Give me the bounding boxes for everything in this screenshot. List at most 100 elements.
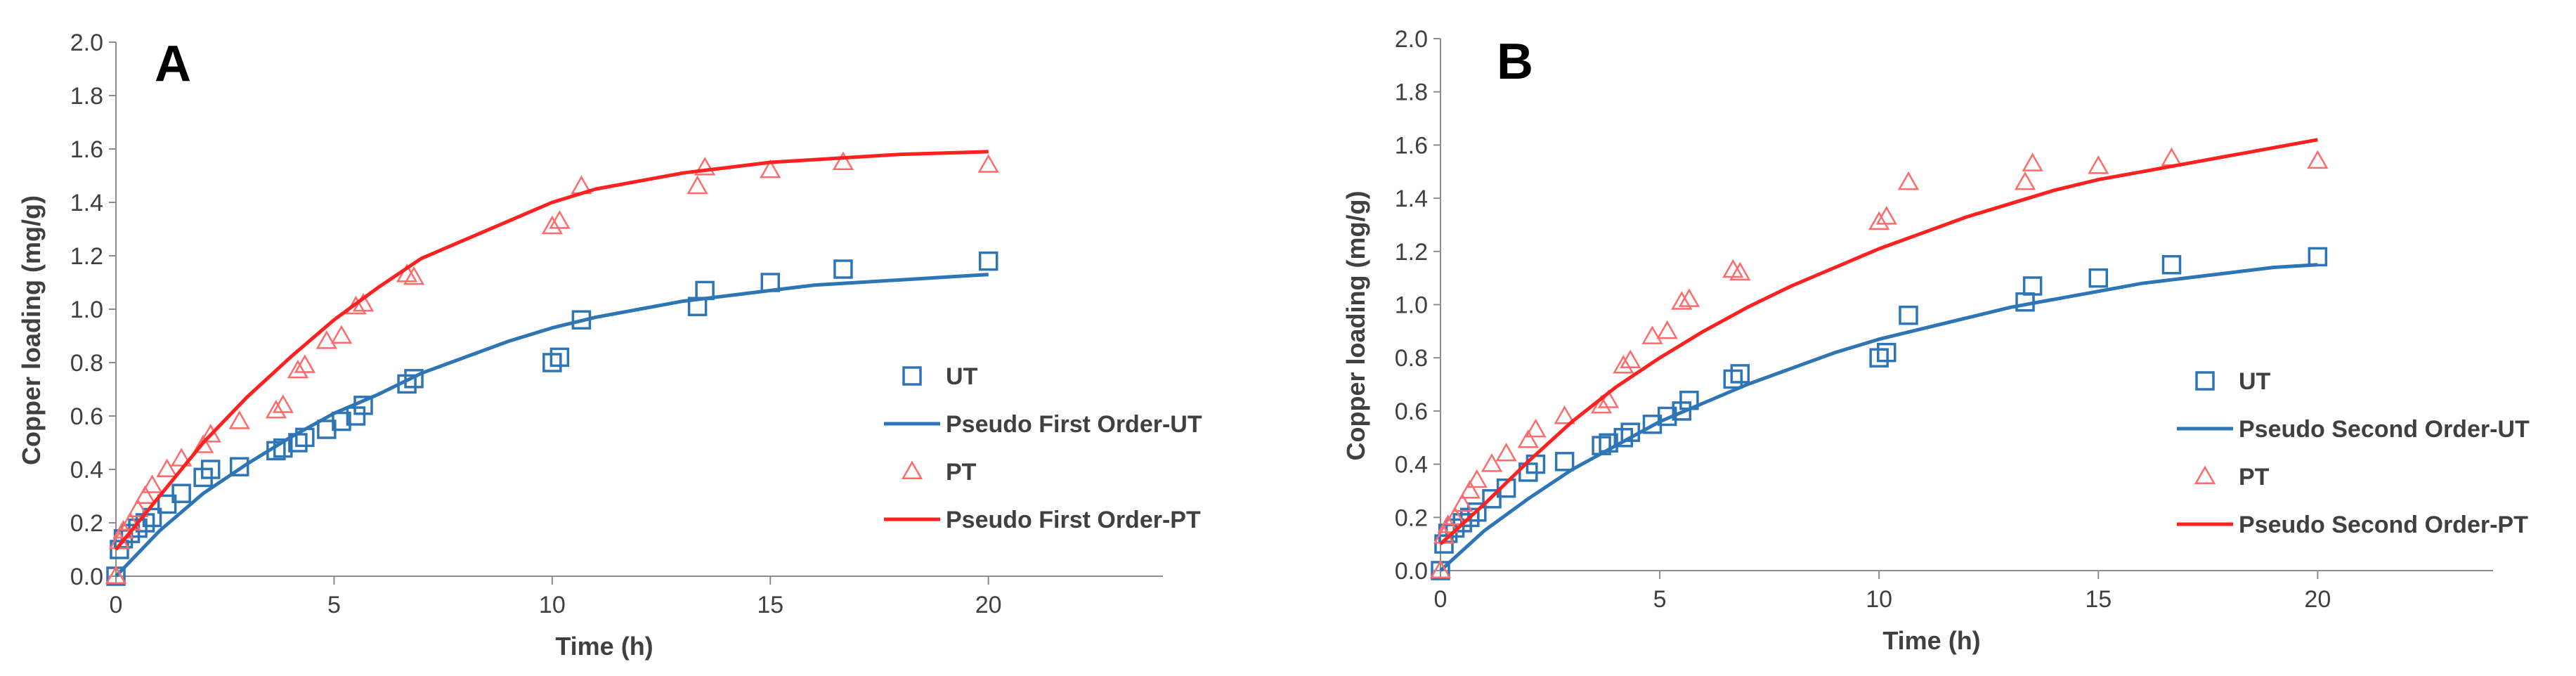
panel-a-series-pt-point bbox=[272, 394, 294, 413]
panel-b-series-pt-point bbox=[1525, 418, 1547, 438]
panel-a-series-pt-point bbox=[760, 159, 781, 178]
panel-b-series-pt-point bbox=[1641, 325, 1663, 344]
panel-b-y-tick-label: 0.0 bbox=[1395, 558, 1428, 585]
panel-a-series-ut-point bbox=[549, 347, 570, 368]
panel-a-y-tick-label: 0.4 bbox=[70, 457, 103, 483]
panel-a-legend-entry-marker-swatch bbox=[901, 460, 923, 479]
panel-a-series-pt-point bbox=[294, 354, 316, 373]
panel-a-x-tick-label: 20 bbox=[975, 592, 1002, 618]
panel-b-series-ut-point bbox=[2161, 254, 2182, 275]
panel-b-legend-entry-label: Pseudo Second Order-UT bbox=[2239, 416, 2530, 443]
panel-b-y-tick-label: 1.0 bbox=[1395, 292, 1428, 319]
panel-b-series-pt-point bbox=[1429, 559, 1452, 578]
panel-a-series-pt-point bbox=[200, 424, 221, 443]
panel-a-series-ut-point bbox=[200, 460, 221, 479]
panel-b-y-tick-label: 1.6 bbox=[1395, 132, 1428, 159]
panel-b-series-ut-point bbox=[1877, 342, 1897, 363]
panel-b-series-pt-point bbox=[1590, 394, 1613, 414]
panel-a-series-pt-point bbox=[156, 458, 178, 477]
panel-b-series-pt-point bbox=[2307, 150, 2329, 169]
panel-a-y-tick-label: 1.8 bbox=[70, 83, 103, 110]
panel-b-series-pt-point bbox=[1613, 355, 1634, 374]
panel-a-series-pt-point bbox=[134, 485, 156, 504]
panel-a-series-pt-point bbox=[316, 330, 338, 349]
panel-b-series-pt-point bbox=[1597, 389, 1620, 408]
panel-a-legend-entry-label: PT bbox=[946, 459, 977, 486]
panel-b-y-tick-label: 1.8 bbox=[1395, 79, 1428, 106]
panel-b-series-ut-point bbox=[2022, 276, 2043, 296]
panel-b-series-ut-point bbox=[2088, 268, 2108, 288]
panel-a-series-ut-point bbox=[332, 411, 351, 431]
panel-b-series-pt-point bbox=[2022, 152, 2043, 171]
panel-b-legend-entry-marker-swatch bbox=[2194, 465, 2216, 484]
panel-a-legend-entry-label: Pseudo First Order-UT bbox=[946, 411, 1202, 438]
panel-b-y-tick-label: 0.6 bbox=[1395, 398, 1428, 425]
panel-b-series-ut-point bbox=[1434, 534, 1454, 554]
panel-b-series-pt-point bbox=[1466, 469, 1488, 488]
panel-a-series-pt-point bbox=[687, 175, 708, 195]
panel-b-legend-entry-label: Pseudo Second Order-PT bbox=[2239, 512, 2528, 538]
panel-a-y-tick-label: 1.4 bbox=[70, 190, 103, 216]
panel-b-x-tick-label: 10 bbox=[1866, 586, 1892, 613]
chart-panel-a: 0.0 0.2 0.4 0.6 0.8 1.0 1.2 1.4 1.6 1.8 2.0 0 5 10 15 2… bbox=[17, 30, 1202, 661]
panel-b-series-pt-point bbox=[1517, 429, 1539, 448]
panel-a-series-pt-point bbox=[694, 157, 716, 176]
panel-b-series-pt-point bbox=[1897, 171, 1920, 190]
panel-b-y-tick-label: 1.2 bbox=[1395, 239, 1428, 266]
panel-a-series-pt-point bbox=[549, 210, 571, 229]
panel-b-series-ut-point bbox=[1554, 452, 1575, 472]
panel-a-series-pt-point bbox=[170, 448, 193, 467]
panel-a-series-pt-point bbox=[141, 474, 163, 493]
panel-a-series-pt-point bbox=[228, 410, 250, 429]
panel-b-series-pt-point bbox=[2014, 171, 2036, 190]
panel-b-series-pt-point bbox=[2088, 155, 2109, 174]
panel-b-series-ut-point bbox=[1482, 489, 1502, 509]
panel-a-legend-entry-marker-swatch bbox=[902, 366, 922, 386]
panel-b-series-pt-point bbox=[1875, 206, 1897, 225]
panel-b-series-ut-point bbox=[1730, 364, 1750, 384]
panel-b-legend-entry-label: PT bbox=[2239, 464, 2270, 490]
panel-a-series-pt-point bbox=[832, 151, 854, 170]
panel-b-x-tick-label: 0 bbox=[1434, 586, 1448, 613]
panel-b-series-ut-point bbox=[1467, 502, 1487, 522]
panel-a-series-pt-point bbox=[287, 359, 309, 379]
panel-b-series-pt-point bbox=[1554, 405, 1575, 424]
panel-b-series-pt-point bbox=[1729, 261, 1751, 281]
panel-a-legend-entry-label: Pseudo First Order-PT bbox=[946, 507, 1201, 533]
panel-b-series-ut-point bbox=[1496, 478, 1516, 498]
panel-a-series-pt-point bbox=[193, 434, 214, 453]
panel-a-y-axis-title: Copper loading (mg/g) bbox=[17, 195, 46, 465]
panel-b-label: B bbox=[1497, 34, 1533, 90]
panel-a-series-ut-point bbox=[110, 540, 129, 559]
panel-a-x-axis-title: Time (h) bbox=[555, 632, 653, 661]
panel-a-series-pt-point bbox=[265, 399, 287, 419]
panel-a-series-ut-point bbox=[833, 259, 853, 279]
panel-a-x-tick-label: 15 bbox=[757, 592, 783, 618]
panel-a-y-tick-label: 0.6 bbox=[70, 403, 103, 430]
panel-b-series-pt-point bbox=[1678, 288, 1700, 307]
panel-a-series-pt-point bbox=[977, 154, 999, 173]
panel-a-series-pt-point bbox=[126, 498, 149, 517]
panel-b-series-pseudo-second-order-pt-line bbox=[1439, 138, 2318, 545]
panel-b-legend-entry-marker-swatch bbox=[2195, 371, 2215, 391]
panel-a-y-tick-label: 2.0 bbox=[70, 30, 103, 56]
panel-a-series-ut-point bbox=[978, 251, 998, 271]
panel-a-y-tick-label: 0.8 bbox=[70, 350, 103, 377]
panel-b-series-pseudo-second-order-ut-line bbox=[1439, 263, 2318, 572]
panel-b-series-pt-point bbox=[1656, 320, 1678, 339]
panel-a-series-ut-point bbox=[404, 369, 424, 389]
panel-a-series-pt-point bbox=[403, 266, 425, 285]
panel-b-x-tick-label: 5 bbox=[1653, 586, 1667, 613]
panel-b-y-tick-label: 0.8 bbox=[1395, 345, 1428, 372]
panel-b-series-pt-point bbox=[1620, 349, 1641, 368]
panel-a-legend-entry-label: UT bbox=[946, 363, 978, 390]
panel-b-x-tick-label: 20 bbox=[2304, 586, 2331, 613]
panel-a-x-tick-label: 5 bbox=[327, 592, 341, 618]
panel-a-x-tick-label: 0 bbox=[110, 592, 123, 618]
panel-a-series-pseudo-first-order-pt-line bbox=[115, 150, 989, 551]
panel-a-label: A bbox=[155, 36, 191, 92]
panel-b-series-pt-point bbox=[1452, 493, 1474, 512]
panel-a-series-pt-point bbox=[541, 215, 563, 235]
panel-a-y-tick-label: 1.6 bbox=[70, 136, 103, 163]
